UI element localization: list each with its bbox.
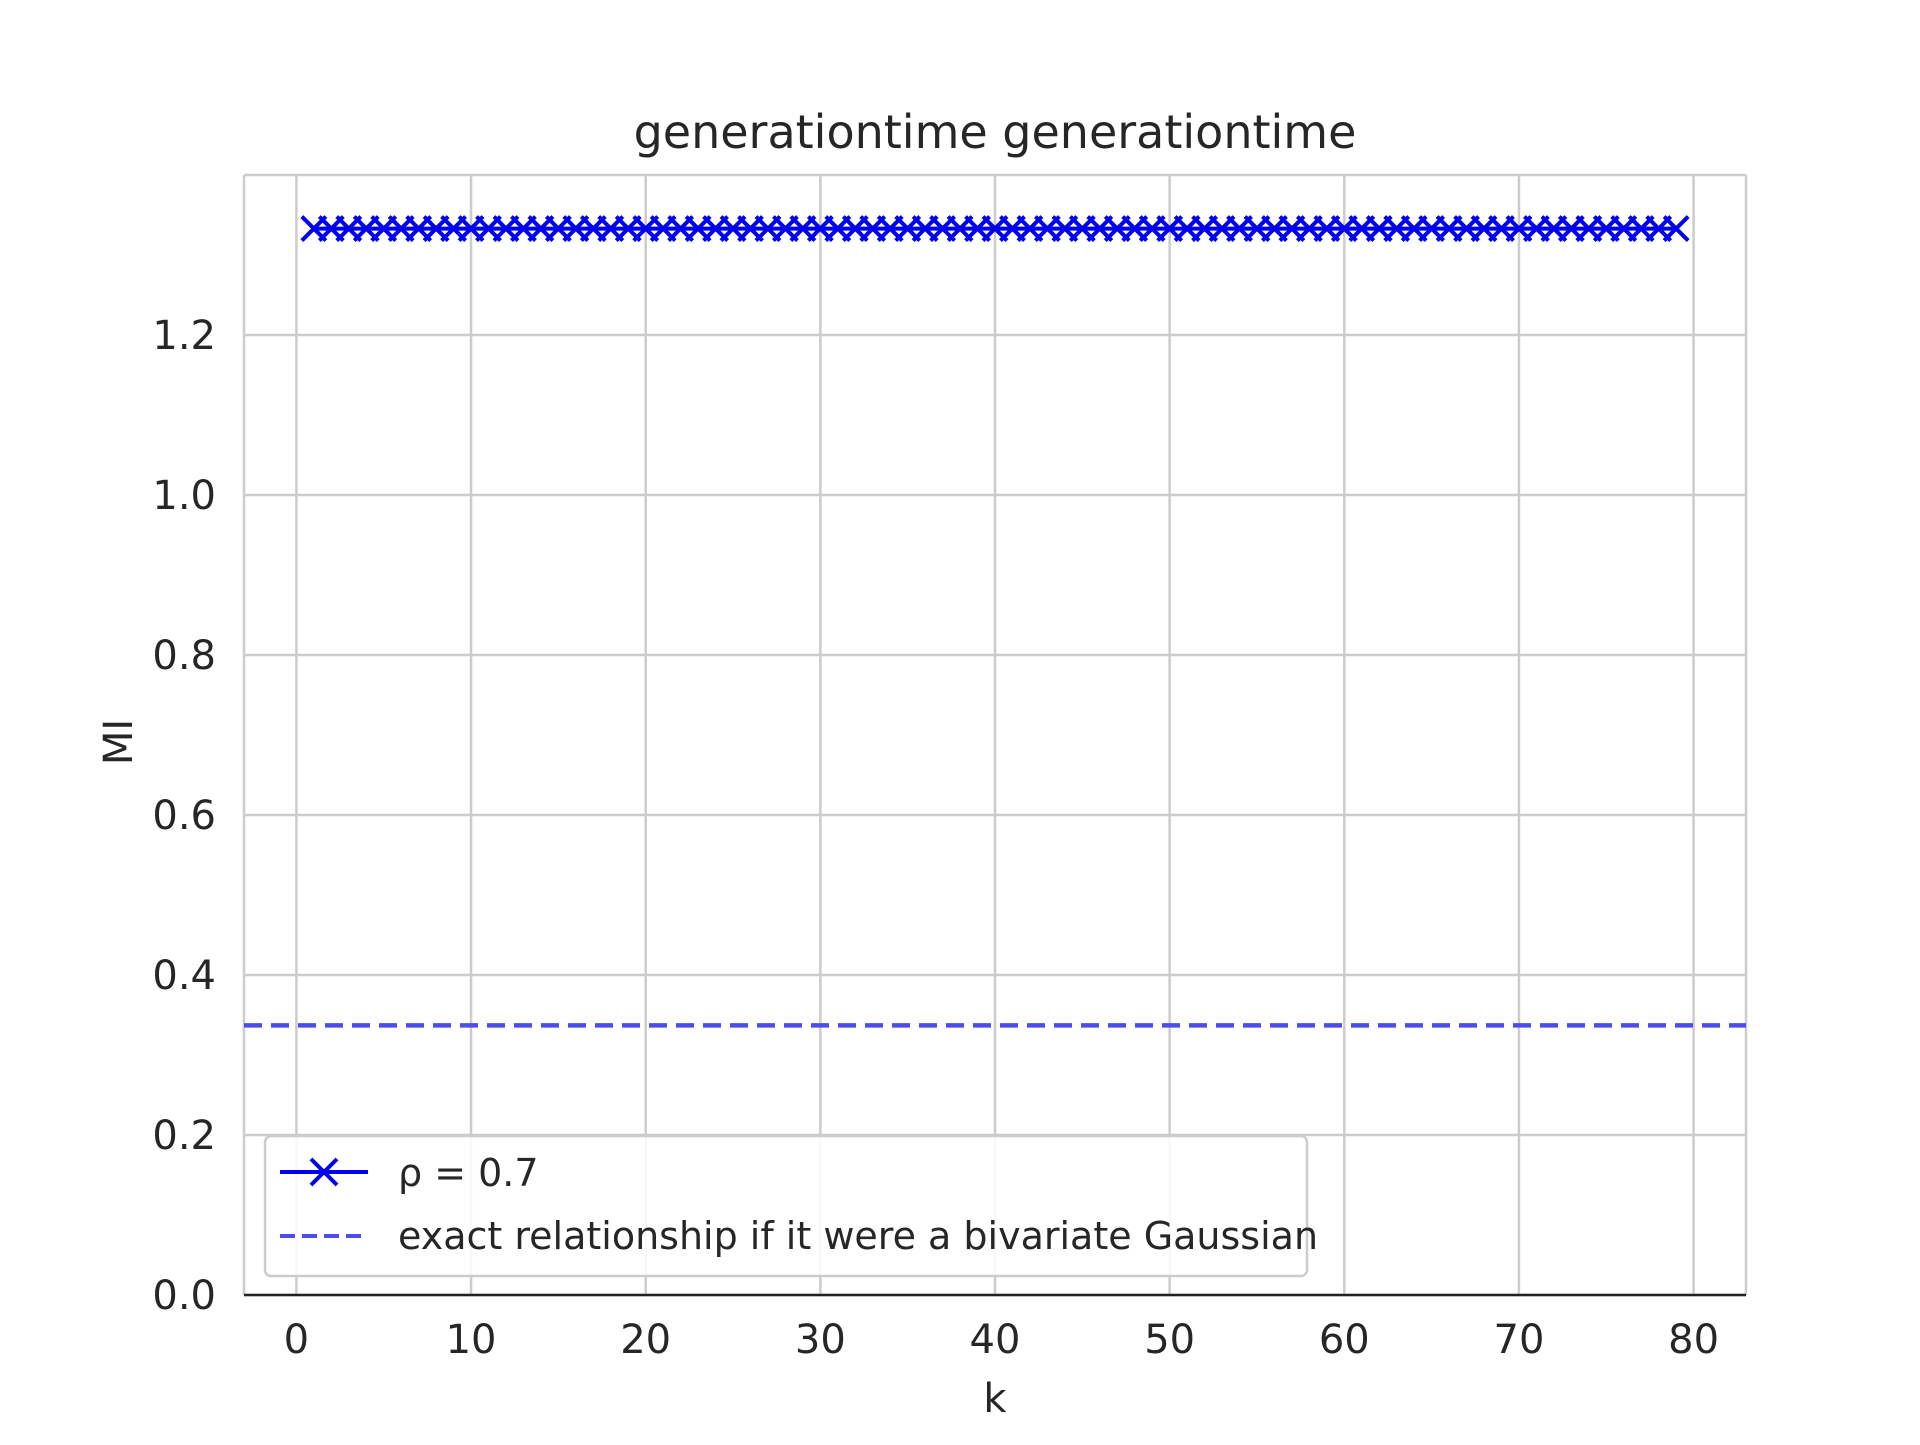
y-axis-label: MI (96, 719, 142, 765)
legend-label-series-2: exact relationship if it were a bivariat… (398, 1214, 1318, 1258)
legend-marker-series-1 (309, 1157, 339, 1187)
tick-labels: 0 10 20 30 40 50 60 70 80 0.0 0.2 0.4 0.6 0.8 1.0 1.2 (152, 313, 1719, 1363)
x-tick-label: 70 (1494, 1317, 1545, 1363)
y-tick-label: 1.0 (152, 473, 216, 519)
x-tick-label: 10 (446, 1317, 497, 1363)
y-tick-label: 1.2 (152, 313, 216, 359)
y-tick-label: 0.4 (152, 953, 216, 999)
x-tick-label: 60 (1319, 1317, 1370, 1363)
series (244, 215, 1746, 1028)
x-tick-label: 0 (284, 1317, 309, 1363)
data-point-marker (1662, 215, 1690, 243)
y-tick-label: 0.8 (152, 633, 216, 679)
chart-title: generationtime generationtime (634, 105, 1357, 159)
x-axis-label: k (983, 1376, 1007, 1422)
x-tick-label: 30 (795, 1317, 846, 1363)
x-tick-label: 40 (970, 1317, 1021, 1363)
y-tick-label: 0.0 (152, 1273, 216, 1319)
plot-frame (242, 173, 1748, 1297)
legend-box (263, 1134, 1309, 1278)
x-tick-label: 20 (620, 1317, 671, 1363)
x-tick-label: 50 (1144, 1317, 1195, 1363)
y-tick-label: 0.2 (152, 1113, 216, 1159)
legend: ρ = 0.7 exact relationship if it were a … (263, 1134, 1318, 1278)
legend-label-series-1: ρ = 0.7 (398, 1151, 539, 1195)
x-tick-label: 80 (1668, 1317, 1719, 1363)
y-tick-label: 0.6 (152, 793, 216, 839)
